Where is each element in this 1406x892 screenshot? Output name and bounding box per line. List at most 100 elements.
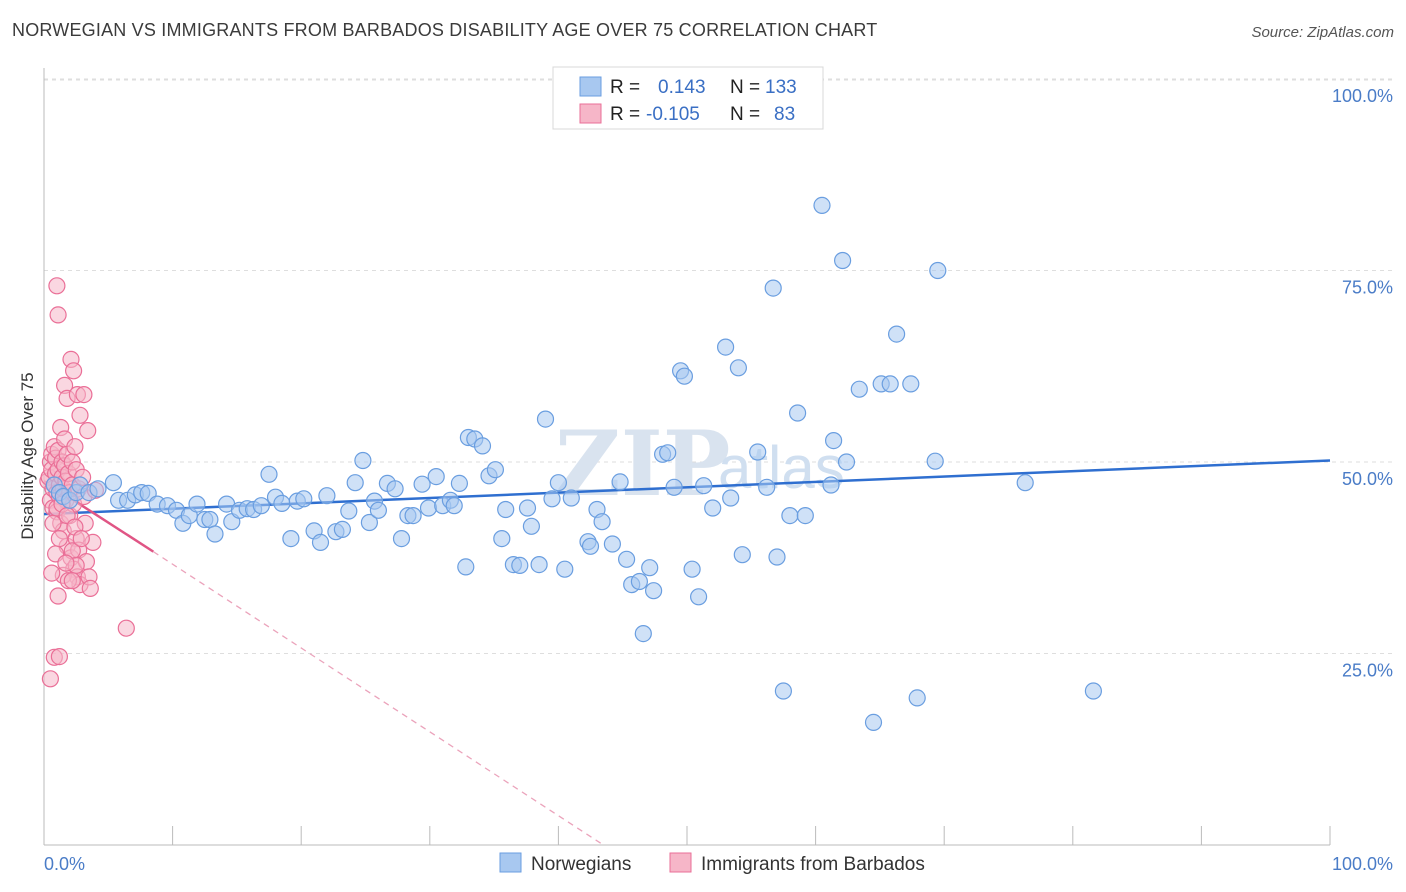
barbados-point-63 [50, 647, 69, 666]
legend-swatch-barbados [579, 103, 602, 124]
barbados-point-72 [44, 514, 62, 532]
norwegian-point-32 [282, 529, 300, 548]
norwegian-point-101 [749, 443, 767, 461]
norwegian-point-73 [549, 474, 568, 492]
norwegian-point-43 [360, 513, 378, 532]
norwegian-point-79 [593, 513, 611, 531]
y-tick-label-2: 75.0% [1342, 278, 1393, 298]
norwegian-point-48 [392, 529, 411, 548]
gridlines [44, 78, 1392, 654]
norwegian-point-102 [758, 478, 776, 496]
norwegian-point-64 [493, 529, 511, 548]
legend-n-value-1: 133 [765, 77, 797, 98]
norwegian-point-34 [295, 490, 313, 508]
norwegian-point-70 [530, 555, 548, 574]
norwegian-point-112 [833, 251, 852, 270]
norwegian-point-108 [796, 506, 814, 525]
norwegian-point-92 [675, 367, 694, 385]
barbados-point-65 [117, 619, 135, 637]
norwegian-point-105 [774, 682, 793, 700]
barbados-point-79 [57, 554, 75, 572]
barbados-point-52 [48, 277, 66, 295]
norwegian-point-36 [311, 533, 330, 552]
norwegian-point-22 [206, 525, 224, 543]
norwegian-point-95 [695, 477, 713, 495]
legend-swatch-norwegians-bottom [499, 852, 522, 873]
norwegian-point-106 [781, 506, 799, 525]
norwegian-point-68 [518, 499, 537, 517]
norwegian-point-80 [603, 535, 622, 553]
norwegian-point-121 [926, 452, 944, 470]
norwegian-point-65 [497, 500, 515, 519]
norwegian-point-63 [486, 461, 504, 479]
watermark: ZIP atlas [555, 411, 845, 517]
norwegian-point-61 [473, 437, 492, 455]
norwegian-point-86 [641, 559, 659, 577]
x-tick-label-0: 0.0% [44, 854, 85, 874]
norwegian-point-96 [704, 499, 722, 517]
watermark-main: ZIP [555, 411, 730, 517]
norwegian-point-103 [764, 279, 782, 297]
norwegian-point-107 [788, 404, 807, 422]
barbados-point-57 [64, 362, 83, 380]
norwegian-point-69 [522, 517, 541, 535]
barbados-point-67 [50, 529, 69, 548]
norwegian-point-81 [611, 473, 629, 491]
norwegian-point-29 [260, 465, 278, 483]
tick-labels: 25.0% 50.0% 75.0% 100.0% 0.0% 100.0% [44, 86, 1393, 874]
legend-r-value-1: 0.143 [658, 77, 706, 98]
legend-r-value-2: -0.105 [646, 104, 700, 125]
legend-label-barbados: Immigrants from Barbados [701, 854, 925, 875]
norwegian-point-67 [511, 556, 529, 575]
norwegian-point-110 [822, 476, 840, 494]
norwegian-point-114 [850, 380, 868, 398]
norwegian-point-90 [665, 478, 683, 496]
barbados-point-60 [75, 386, 93, 404]
barbados-point-80 [63, 572, 81, 590]
legend-swatch-barbados-bottom [669, 852, 692, 873]
norwegian-point-109 [813, 196, 831, 214]
norwegian-point-7 [89, 480, 107, 498]
y-tick-label-0: 25.0% [1342, 661, 1393, 681]
barbados-point-50 [81, 579, 99, 598]
legend-r-label-2: R = [610, 104, 640, 125]
norwegian-point-51 [413, 475, 431, 493]
norwegian-point-100 [733, 546, 751, 564]
norwegian-point-37 [318, 487, 336, 505]
norwegian-point-52 [419, 499, 438, 517]
norwegian-point-53 [427, 468, 445, 486]
norwegian-point-21 [201, 510, 219, 529]
norwegian-point-84 [630, 572, 649, 591]
x-tick-label-1: 100.0% [1332, 854, 1393, 874]
norwegian-point-122 [929, 261, 947, 280]
norwegian-point-57 [450, 474, 468, 492]
norwegian-point-113 [837, 453, 856, 471]
norwegian-point-71 [536, 410, 555, 428]
watermark-sub: atlas [718, 434, 845, 501]
barbados-point-38 [66, 438, 84, 456]
y-axis-label: Disability Age Over 75 [18, 372, 37, 539]
norwegian-point-93 [683, 560, 701, 578]
norwegian-point-77 [581, 537, 600, 555]
norwegian-point-8 [104, 474, 123, 492]
data-points [39, 196, 1103, 732]
norwegian-point-94 [689, 588, 708, 606]
barbados-point-53 [49, 306, 67, 324]
norwegian-point-42 [354, 451, 372, 470]
norwegian-point-41 [346, 474, 364, 492]
norwegian-point-97 [716, 338, 735, 356]
legend-r-label-1: R = [610, 77, 640, 98]
norwegian-point-104 [768, 548, 786, 566]
norwegian-point-74 [556, 560, 574, 578]
barbados-point-61 [79, 422, 97, 440]
norwegian-point-45 [369, 501, 387, 519]
barbados-point-81 [72, 529, 90, 548]
norwegian-point-39 [333, 520, 351, 539]
legend-series: Norwegians Immigrants from Barbados [499, 852, 925, 875]
legend-n-label-2: N = [730, 104, 760, 125]
norwegian-point-98 [722, 489, 740, 507]
norwegian-point-75 [562, 489, 580, 507]
legend-n-label-1: N = [730, 77, 760, 98]
norwegian-point-118 [887, 325, 906, 343]
norwegian-point-47 [386, 480, 404, 498]
